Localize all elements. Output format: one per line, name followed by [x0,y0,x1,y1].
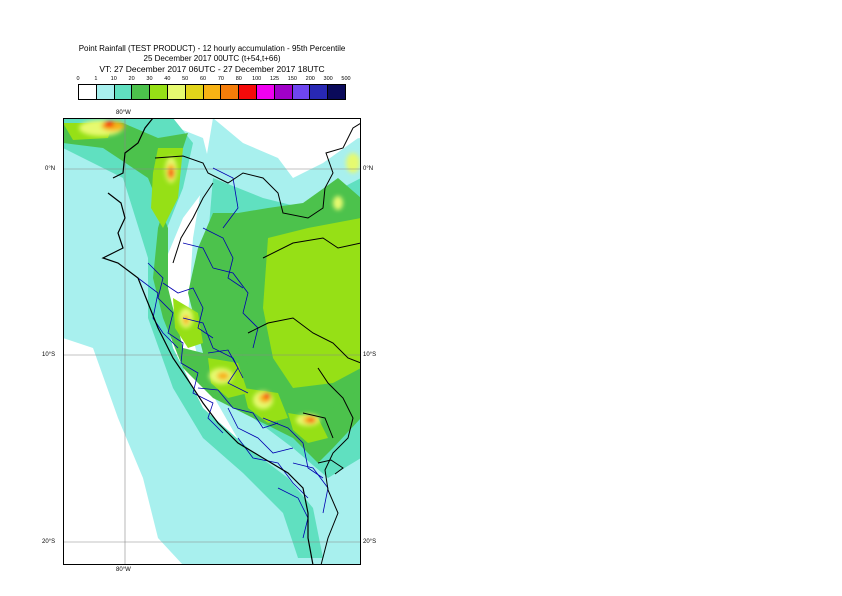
legend-threshold-label: 150 [287,76,297,82]
lon-label-bottom: 80°W [116,567,131,573]
legend-threshold-label: 40 [164,76,171,82]
legend-threshold-label: 20 [128,76,135,82]
lat-label-20s-right: 20°S [363,539,377,545]
lon-label-top: 80°W [116,110,131,116]
graticule [63,118,361,565]
legend-threshold-label: 50 [182,76,189,82]
legend-swatch [132,85,151,99]
legend-threshold-label: 100 [252,76,262,82]
clear-area-ne [213,118,361,178]
title-line-3: VT: 27 December 2017 06UTC - 27 December… [99,64,325,74]
legend-threshold-label: 500 [341,76,351,82]
legend-swatch [274,85,293,99]
legend-color-bar [78,84,346,100]
legend-swatch [167,85,186,99]
clear-area-sw [63,338,183,565]
legend-swatch [96,85,115,99]
legend-swatch [256,85,275,99]
legend-swatch [221,85,240,99]
legend-swatch [292,85,311,99]
lat-label-10s-left: 10°S [42,352,56,358]
map-panel [63,118,361,565]
legend-threshold-label: 80 [235,76,242,82]
legend-swatch [310,85,329,99]
legend-swatch [150,85,168,99]
title-line-2: 25 December 2017 00UTC (t+54,t+66) [143,54,281,63]
legend-swatch [328,85,345,99]
legend-threshold-labels: 0 1 10 20 30 40 50 60 70 80 100 125 150 200 300 500 [76,76,350,84]
legend-threshold-label: 0 [76,76,80,82]
rainfall-field [63,118,361,565]
legend-threshold-label: 10 [110,76,117,82]
title-line-1: Point Rainfall (TEST PRODUCT) - 12 hourl… [78,44,346,53]
legend-threshold-label: 60 [200,76,207,82]
lat-label-10s-right: 10°S [363,352,377,358]
legend-threshold-label: 1 [94,76,98,82]
legend-threshold-label: 300 [323,76,333,82]
color-legend: 0 1 10 20 30 40 50 60 70 80 100 125 150 200 300 500 [76,76,351,102]
coastline [101,118,314,565]
heavy-rain-cells [79,120,360,426]
rainfall-map [63,118,361,565]
map-frame-border [63,118,361,565]
lat-label-equator-left: 0°N [45,166,56,172]
legend-swatch [114,85,133,99]
legend-threshold-label: 125 [269,76,280,82]
administrative-boundaries [137,167,329,539]
map-title: Point Rainfall (TEST PRODUCT) - 12 hourl… [0,44,424,74]
legend-swatch [239,85,257,99]
lat-label-20s-left: 20°S [42,539,56,545]
legend-swatch [79,85,97,99]
rain-band-mid-coast [63,118,323,558]
rain-band-lime-east [263,218,361,388]
legend-swatch [203,85,222,99]
country-borders [154,122,361,565]
legend-swatch [185,85,204,99]
lat-label-equator-right: 0°N [363,166,374,172]
legend-threshold-label: 70 [217,76,224,82]
legend-threshold-label: 30 [146,76,153,82]
legend-threshold-label: 200 [305,76,315,82]
